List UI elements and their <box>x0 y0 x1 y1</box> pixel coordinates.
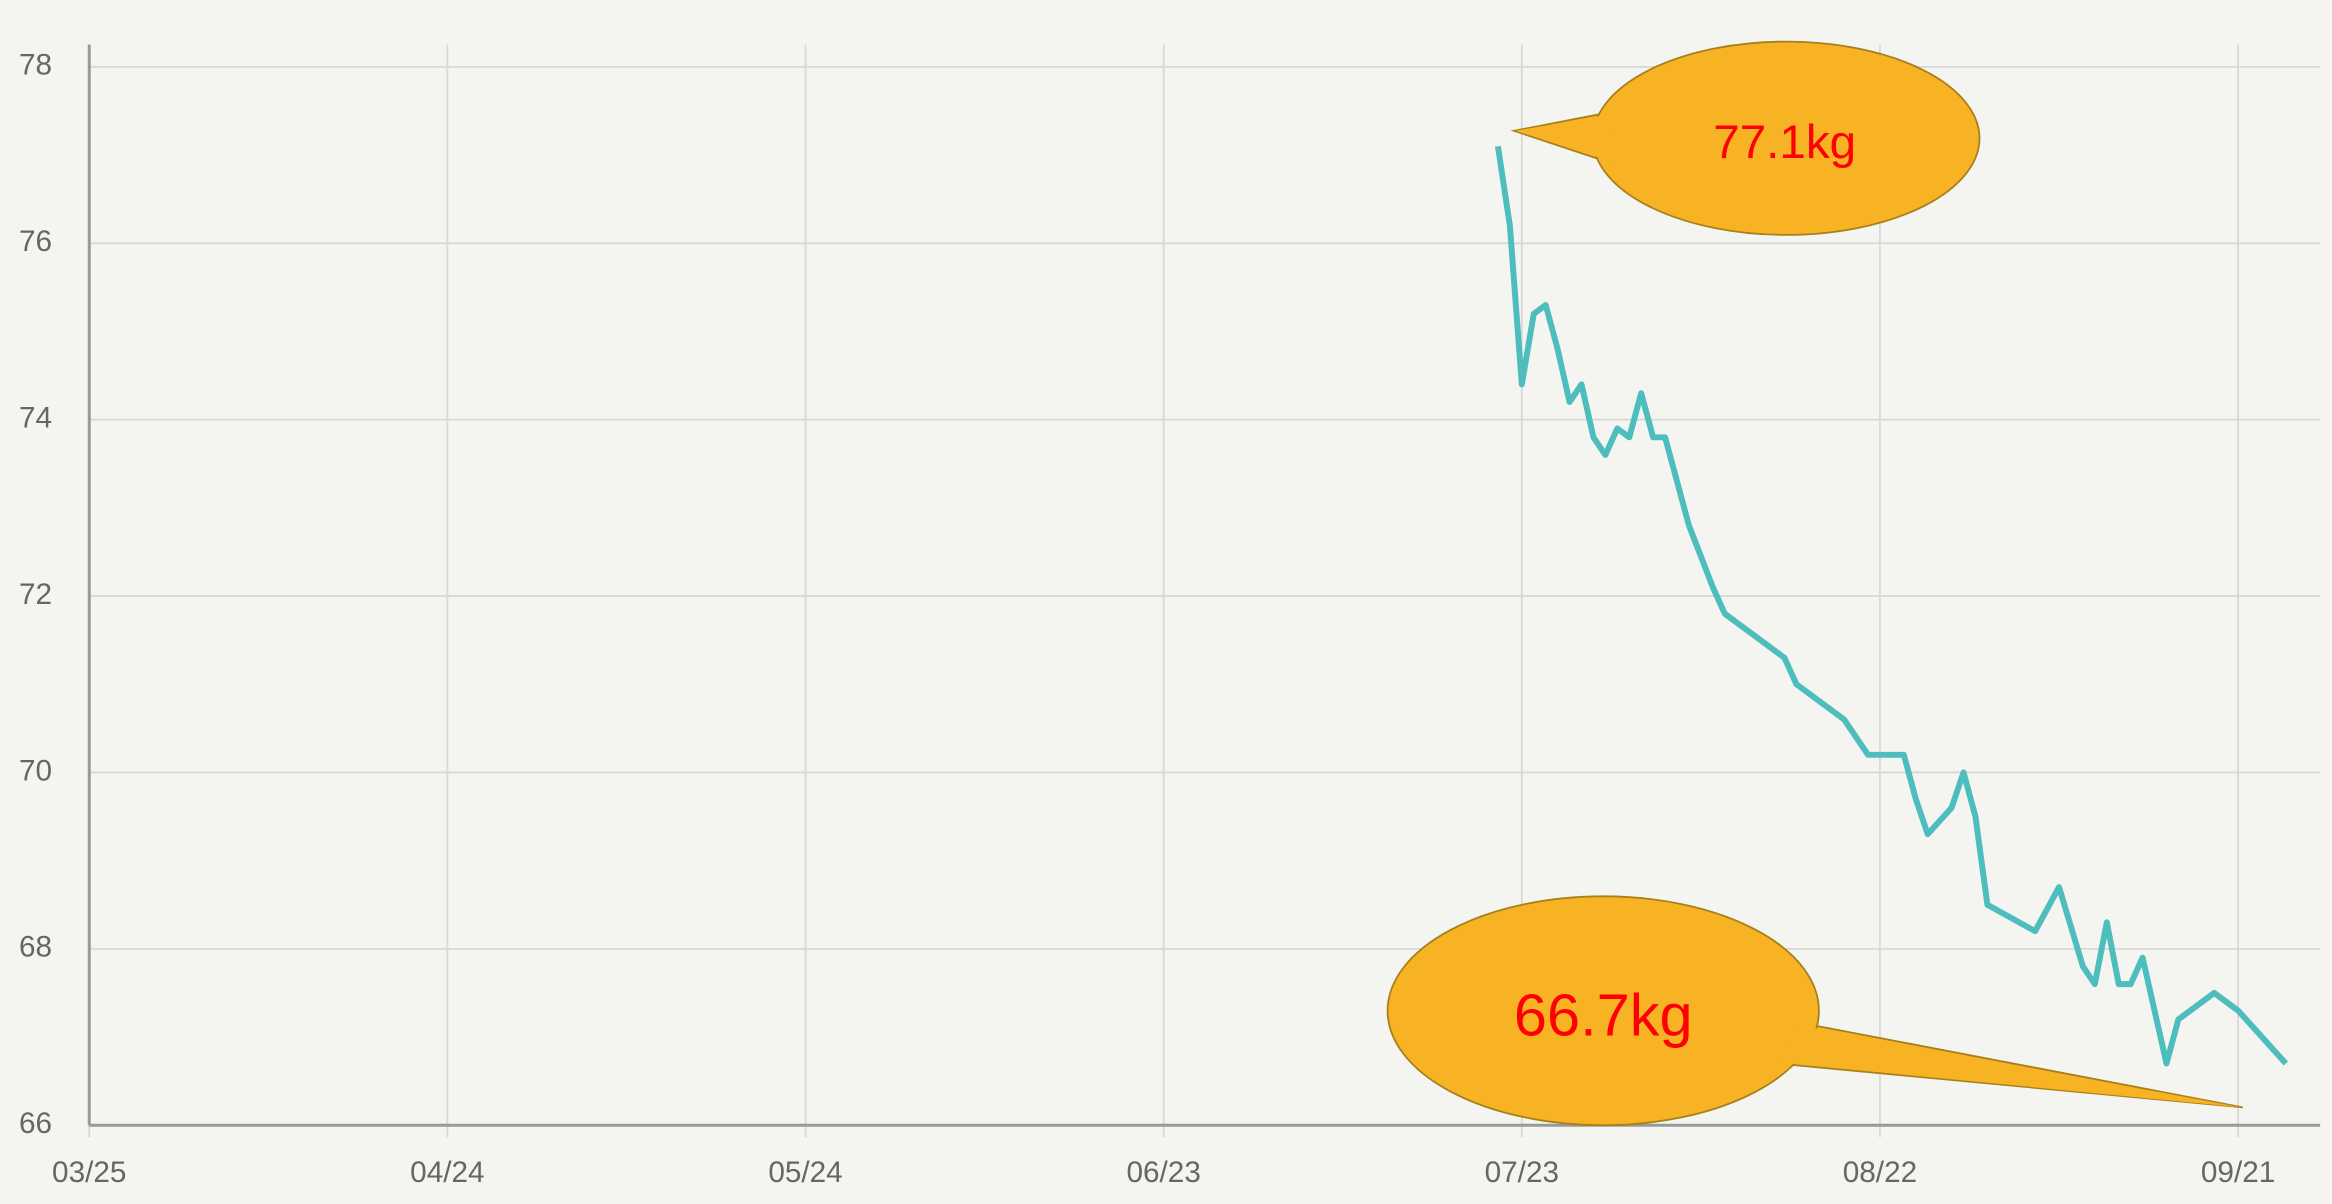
annotation: 77.1kg <box>1713 116 1856 169</box>
x-tick-label: 03/25 <box>52 1156 126 1189</box>
x-tick-label: 09/21 <box>2201 1156 2275 1189</box>
y-tick-label: 66 <box>19 1107 52 1140</box>
annotation: 66.7kg <box>1514 981 1693 1048</box>
x-tick-label: 06/23 <box>1126 1156 1200 1189</box>
y-tick-label: 70 <box>19 754 52 787</box>
weight-line <box>1494 145 2289 1067</box>
x-tick-label: 07/23 <box>1485 1156 1559 1189</box>
callout-tail-cover <box>1515 114 1619 164</box>
y-tick-label: 68 <box>19 931 52 964</box>
callout-tail-cover <box>1781 1024 2242 1108</box>
x-tick-label: 05/24 <box>768 1156 842 1189</box>
y-tick-label: 76 <box>19 225 52 258</box>
y-tick-label: 72 <box>19 578 52 611</box>
x-tick-label: 04/24 <box>410 1156 484 1189</box>
y-tick-label: 74 <box>19 402 52 435</box>
callout <box>1386 895 1820 1127</box>
x-tick-label: 08/22 <box>1843 1156 1917 1189</box>
y-tick-label: 78 <box>19 49 52 82</box>
